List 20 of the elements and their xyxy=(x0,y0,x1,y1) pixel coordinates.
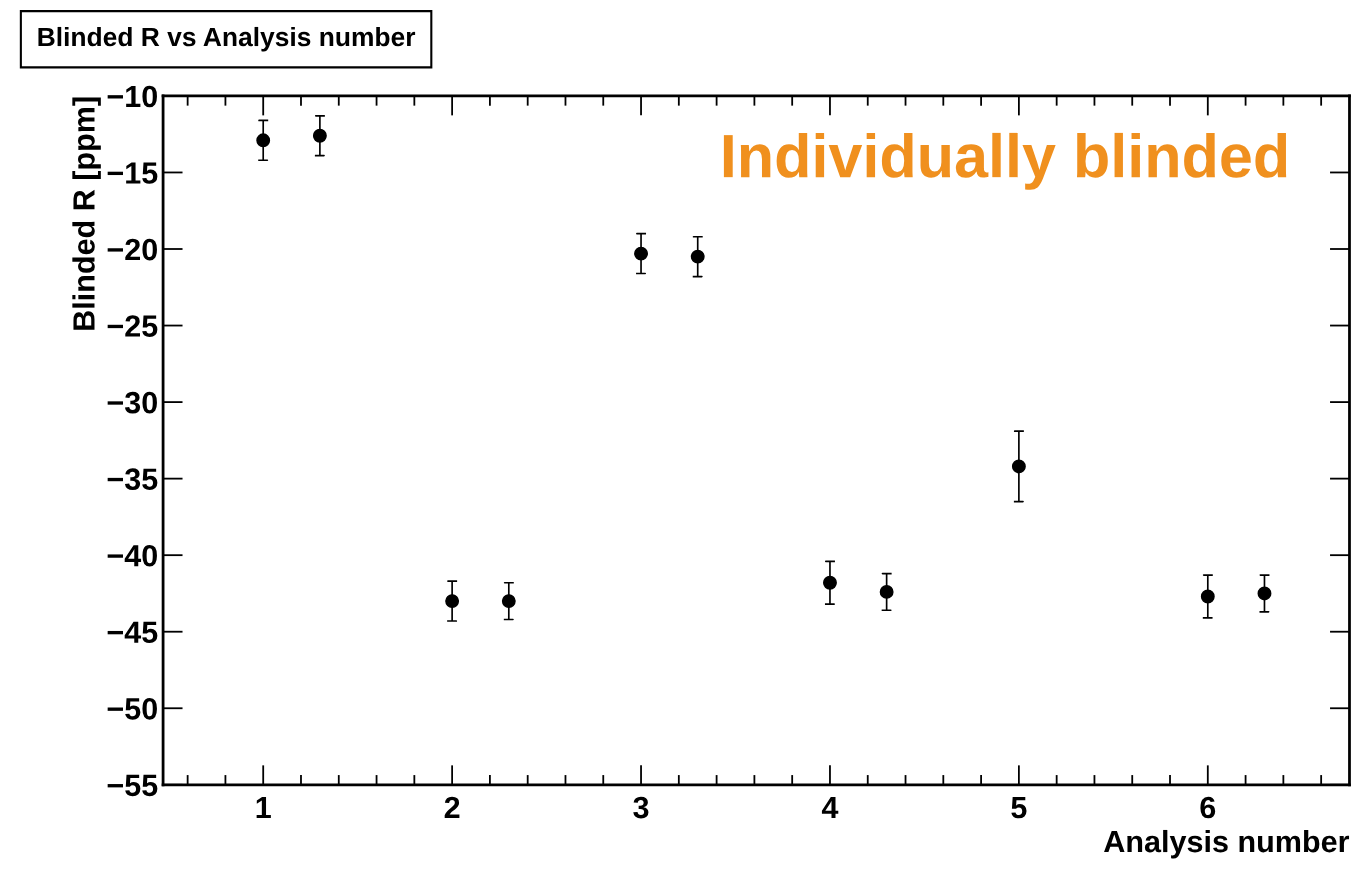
y-tick-label: −30 xyxy=(107,391,157,414)
y-tick-label: −20 xyxy=(107,238,157,261)
y-tick-label: −40 xyxy=(107,544,157,567)
y-tick-label: −25 xyxy=(107,315,158,337)
y-tick-label: −10 xyxy=(107,85,157,108)
y-tick-label: −55 xyxy=(107,774,158,797)
annotation: Individually blinded xyxy=(723,132,1287,190)
x-tick-label: 1 xyxy=(256,797,271,819)
y-tick-label: −45 xyxy=(107,621,158,644)
y-tick-label: −15 xyxy=(107,162,158,184)
y-axis-title: Blinded R [ppm] xyxy=(72,97,101,330)
chart-title: Blinded R vs Analysis number xyxy=(38,26,416,52)
x-tick-label: 2 xyxy=(444,796,460,819)
y-tick-label: −35 xyxy=(107,468,158,491)
y-tick-label: −50 xyxy=(107,697,157,720)
x-tick-label: 4 xyxy=(821,797,839,819)
x-tick-label: 3 xyxy=(633,796,649,819)
x-tick-label: 6 xyxy=(1200,796,1216,819)
x-tick-label: 5 xyxy=(1011,797,1027,819)
x-axis-title: Analysis number xyxy=(1104,829,1350,859)
